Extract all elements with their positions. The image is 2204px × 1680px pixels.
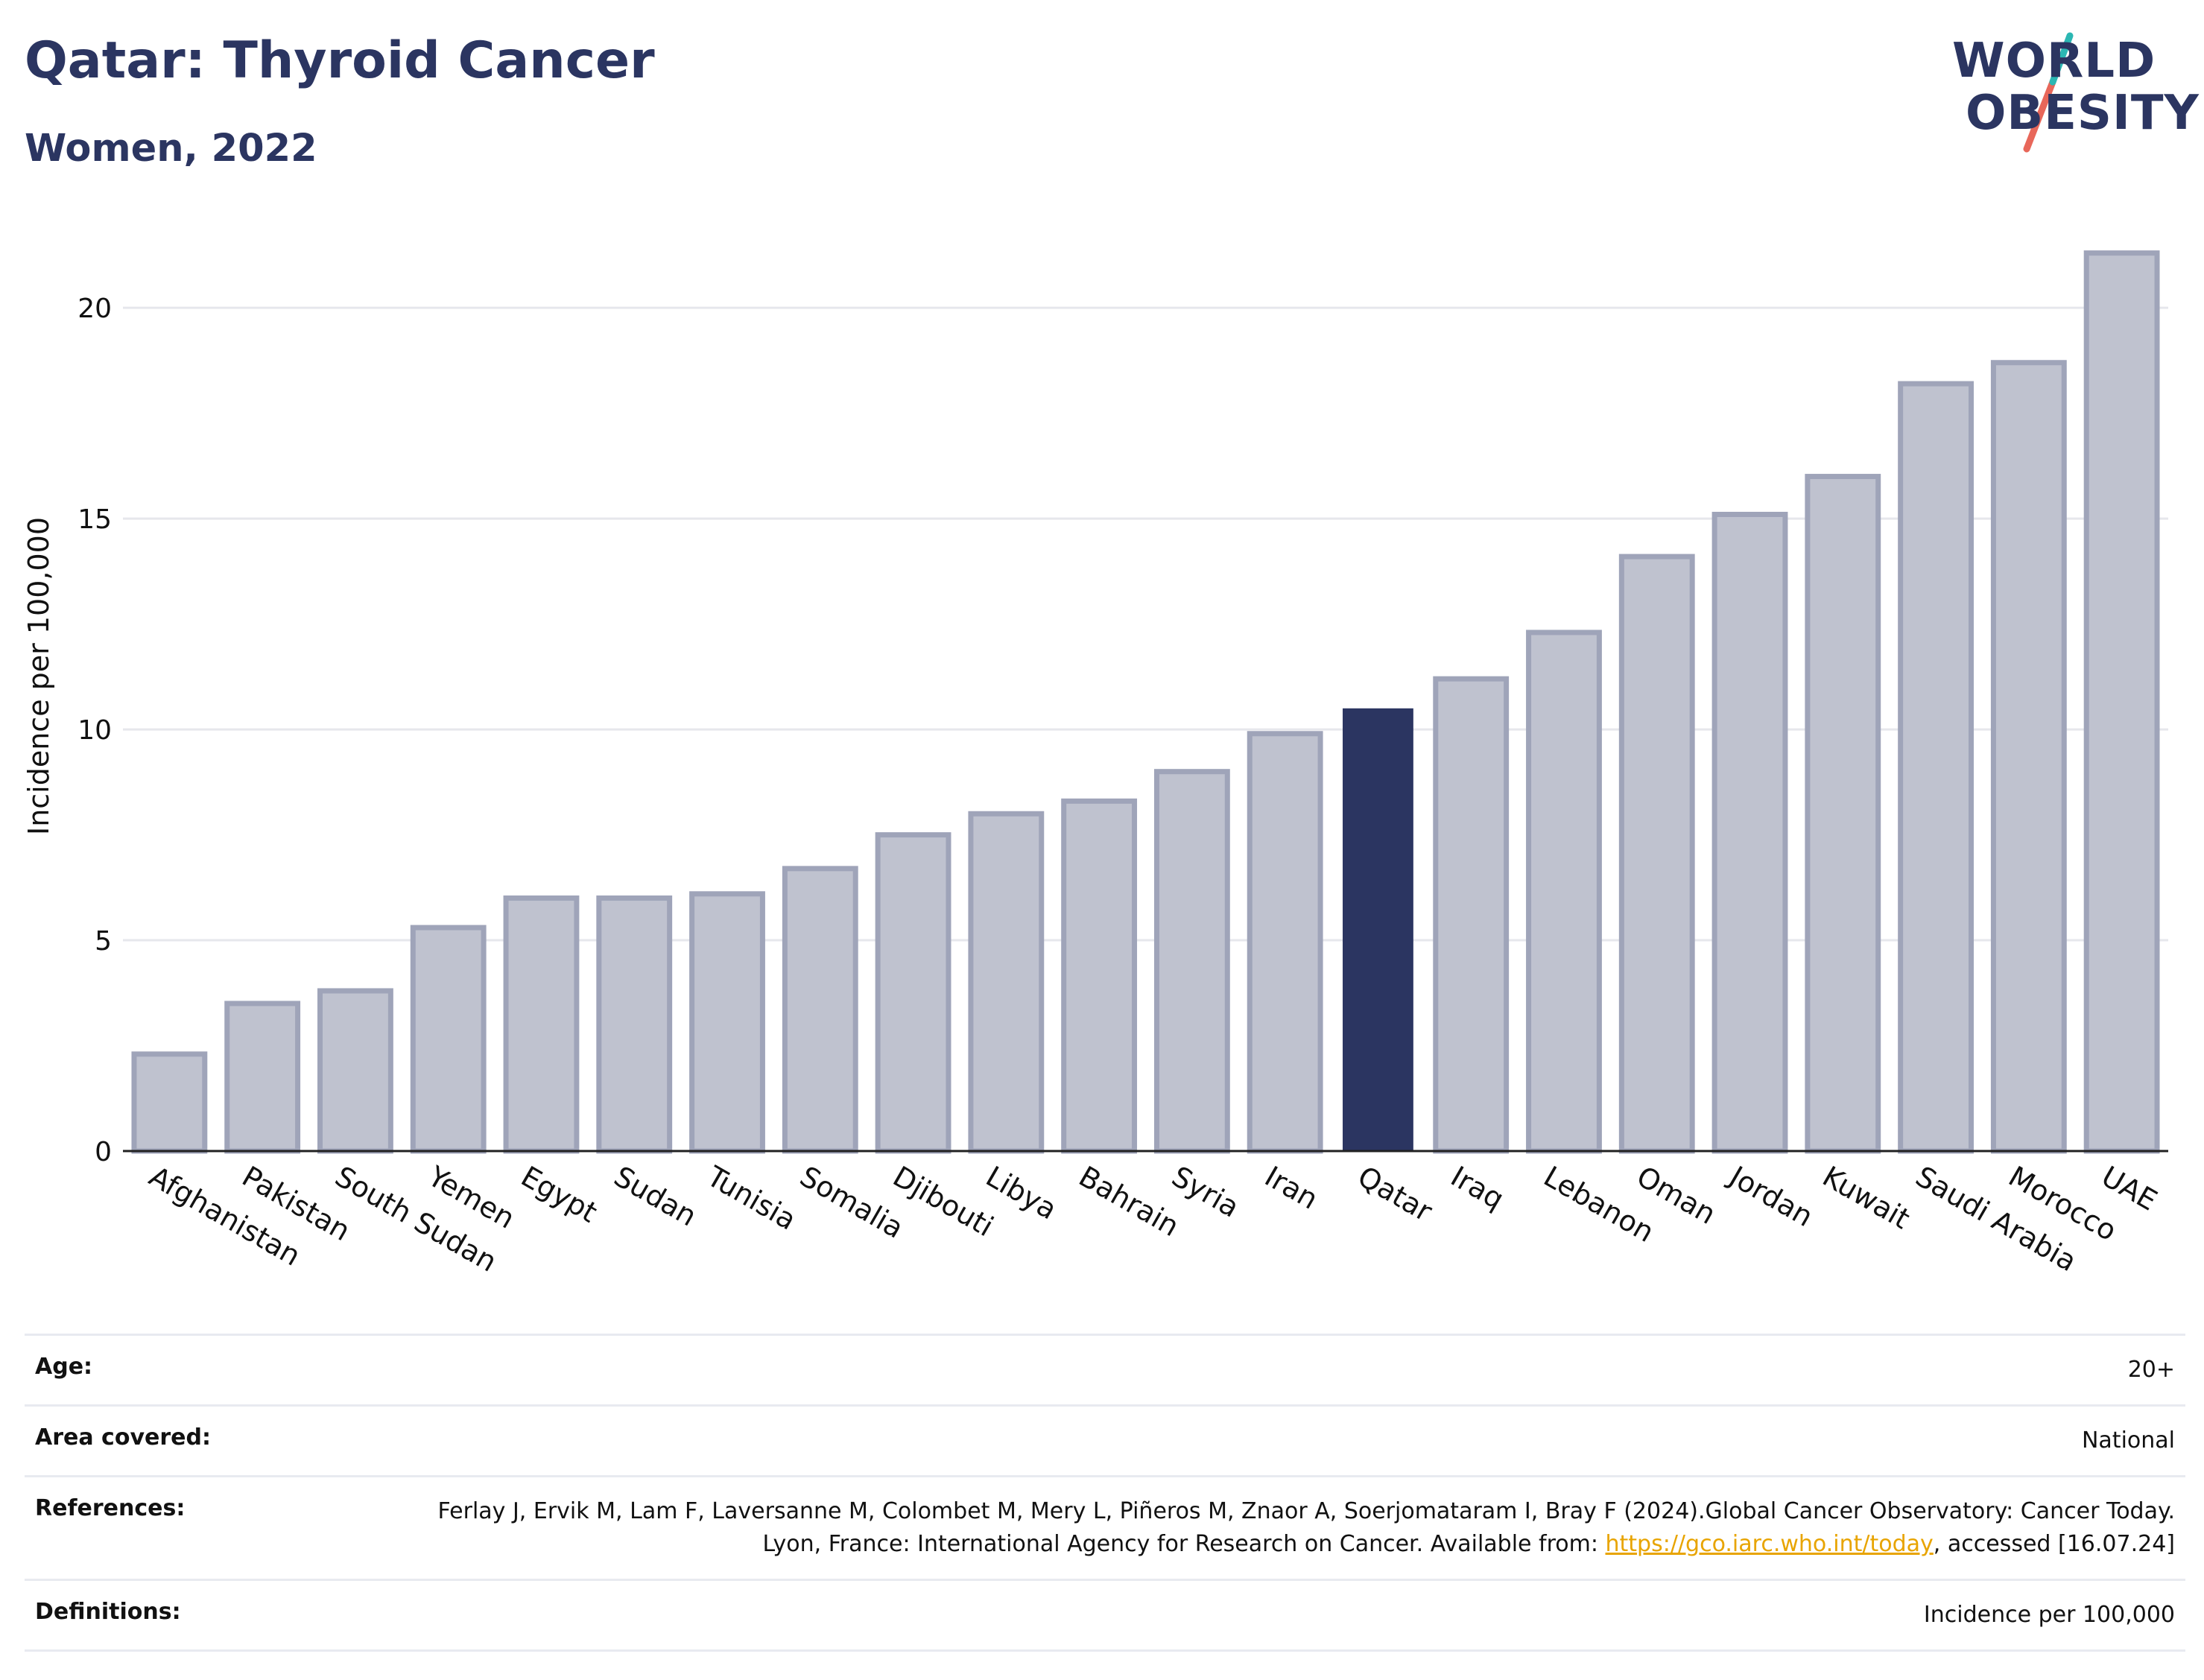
x-tick-label: Kuwait	[1817, 1160, 1916, 1236]
metadata-table: Age: 20+ Area covered: National Referenc…	[25, 1334, 2185, 1652]
definitions-value: Incidence per 100,000	[1923, 1602, 2175, 1628]
bar-egypt	[503, 895, 580, 1154]
y-tick-label: 20	[77, 294, 112, 324]
logo-slash-icon	[2023, 32, 2074, 153]
bar-kuwait	[1805, 474, 1881, 1154]
bar-iraq	[1433, 676, 1510, 1154]
y-axis-label: Incidence per 100,000	[22, 517, 55, 835]
y-tick-label: 10	[77, 715, 112, 746]
bar-morocco	[1990, 360, 2067, 1154]
meta-row-references: References: Ferlay J, Ervik M, Lam F, La…	[25, 1475, 2185, 1579]
bar-bahrain	[1061, 798, 1138, 1154]
bar-yemen	[410, 925, 487, 1154]
bar-syria	[1153, 769, 1230, 1154]
age-value: 20+	[2127, 1357, 2175, 1383]
x-tick-label: Bahrain	[1074, 1160, 1185, 1243]
x-tick-label: Djibouti	[887, 1160, 999, 1243]
bar-afghanistan	[131, 1051, 208, 1154]
bar-djibouti	[875, 832, 951, 1154]
bar-pakistan	[224, 1001, 301, 1154]
bar-jordan	[1711, 511, 1788, 1154]
meta-row-area: Area covered: National	[25, 1404, 2185, 1475]
references-value: Ferlay J, Ervik M, Lam F, Laversanne M, …	[424, 1495, 2175, 1561]
bar-somalia	[782, 866, 858, 1154]
x-tick-label: Qatar	[1352, 1160, 1438, 1229]
definitions-label: Definitions:	[35, 1599, 181, 1625]
x-tick-label: Iraq	[1445, 1160, 1510, 1216]
references-text-2: , accessed [16.07.24]	[1933, 1531, 2175, 1557]
logo-line-2: OBESITY	[1966, 86, 2200, 141]
y-tick-label: 15	[77, 504, 112, 535]
bar-south-sudan	[317, 988, 393, 1154]
area-label: Area covered:	[35, 1424, 211, 1451]
bar-qatar	[1343, 708, 1413, 1151]
logo-line-1: WORLD	[1952, 34, 2156, 89]
y-tick-label: 0	[95, 1137, 112, 1167]
x-tick-label: Jordan	[1723, 1159, 1818, 1234]
bar-oman	[1618, 554, 1695, 1154]
chart-subtitle: Women, 2022	[25, 127, 317, 171]
bars-layer	[131, 250, 2160, 1154]
x-tick-label: Tunisia	[701, 1159, 802, 1237]
references-link[interactable]: https://gco.iarc.who.int/today	[1605, 1531, 1934, 1557]
references-text-1: Ferlay J, Ervik M, Lam F, Laversanne M, …	[437, 1498, 2175, 1557]
meta-row-definitions: Definitions: Incidence per 100,000	[25, 1579, 2185, 1652]
world-obesity-logo: WORLD OBESITY	[1937, 30, 2199, 156]
bar-sudan	[596, 895, 673, 1154]
age-label: Age:	[35, 1354, 93, 1380]
bar-lebanon	[1526, 630, 1602, 1154]
x-tick-label: Somalia	[794, 1160, 909, 1245]
bar-libya	[968, 811, 1045, 1154]
references-label: References:	[35, 1495, 186, 1521]
bar-iran	[1247, 731, 1323, 1154]
bar-tunisia	[689, 891, 765, 1154]
x-tick-label: UAE	[2096, 1160, 2162, 1217]
meta-row-age: Age: 20+	[25, 1334, 2185, 1404]
x-tick-label: Egypt	[516, 1160, 603, 1229]
bar-saudi-arabia	[1898, 381, 1974, 1154]
x-tick-label: Sudan	[609, 1160, 703, 1233]
chart-title: Qatar: Thyroid Cancer	[25, 31, 655, 90]
y-tick-label: 5	[95, 926, 112, 957]
x-tick-label: Iran	[1259, 1160, 1323, 1216]
area-value: National	[2081, 1427, 2175, 1454]
bar-uae	[2083, 250, 2160, 1154]
